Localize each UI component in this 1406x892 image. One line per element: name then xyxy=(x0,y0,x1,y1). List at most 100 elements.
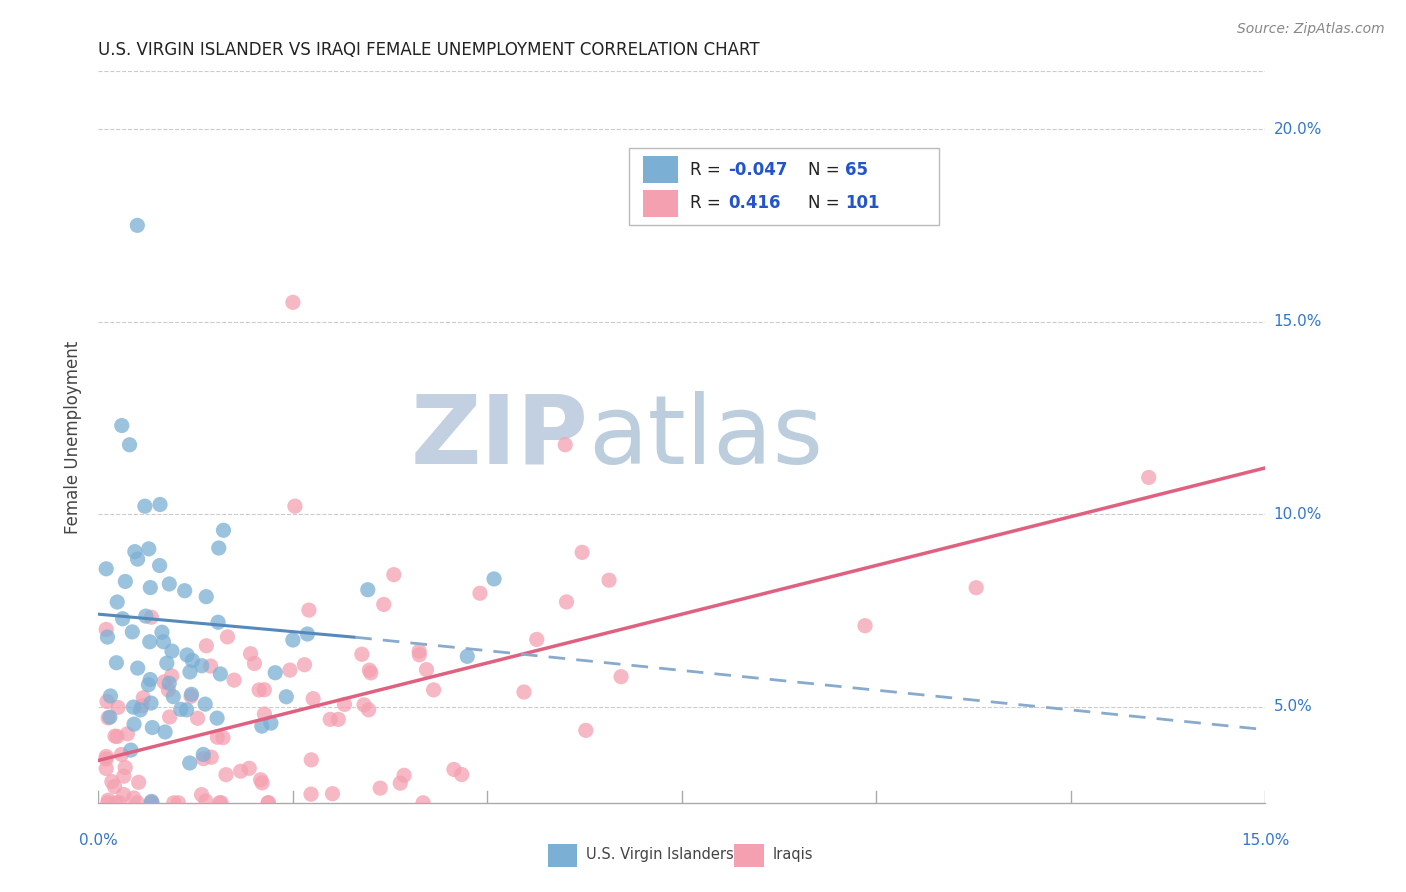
Point xyxy=(243,657,266,671)
Point xyxy=(328,712,350,726)
Text: U.S. VIRGIN ISLANDER VS IRAQI FEMALE UNEMPLOYMENT CORRELATION CHART: U.S. VIRGIN ISLANDER VS IRAQI FEMALE UNE… xyxy=(98,41,761,59)
Point xyxy=(112,769,135,783)
Point xyxy=(105,656,128,670)
Point xyxy=(180,687,202,701)
Point xyxy=(96,749,118,764)
Point xyxy=(180,690,202,704)
Point xyxy=(555,595,578,609)
Point xyxy=(97,711,120,725)
Point xyxy=(132,690,155,705)
Point xyxy=(319,712,342,726)
Text: 20.0%: 20.0% xyxy=(1274,121,1322,136)
Point xyxy=(205,711,228,725)
Point xyxy=(179,665,201,679)
Point xyxy=(382,567,405,582)
Text: N =: N = xyxy=(808,194,845,212)
Point xyxy=(139,673,162,687)
Point xyxy=(173,583,195,598)
Point xyxy=(193,752,215,766)
Point xyxy=(598,573,620,587)
Point xyxy=(260,716,283,731)
Point xyxy=(105,730,128,744)
Point xyxy=(181,653,204,667)
Point xyxy=(297,627,319,641)
Point xyxy=(117,727,139,741)
Point xyxy=(482,572,505,586)
Y-axis label: Female Unemployment: Female Unemployment xyxy=(65,341,83,533)
Point xyxy=(112,788,135,802)
Point xyxy=(1137,470,1160,484)
Point xyxy=(450,767,472,781)
Point xyxy=(200,659,222,673)
Point xyxy=(129,703,152,717)
Point xyxy=(105,595,128,609)
Point xyxy=(187,711,209,725)
Point xyxy=(149,498,172,512)
Point xyxy=(160,644,183,658)
Point xyxy=(468,586,491,600)
Point xyxy=(170,702,193,716)
Point xyxy=(422,682,444,697)
Point xyxy=(150,625,173,640)
Point xyxy=(114,760,136,774)
Text: 101: 101 xyxy=(845,194,880,212)
Point xyxy=(209,796,232,810)
Point xyxy=(127,552,149,566)
Point xyxy=(208,541,231,555)
Point xyxy=(114,574,136,589)
Point xyxy=(138,541,160,556)
Point xyxy=(250,776,273,790)
Point xyxy=(513,685,536,699)
Point xyxy=(98,710,121,724)
Point xyxy=(97,793,120,807)
Point xyxy=(415,663,437,677)
Point xyxy=(110,747,132,762)
Point xyxy=(257,796,280,810)
Point xyxy=(408,648,430,662)
Point xyxy=(141,796,163,810)
Point xyxy=(127,796,149,810)
Point xyxy=(104,796,127,810)
Point xyxy=(104,729,127,743)
Point xyxy=(96,630,118,644)
Text: -0.047: -0.047 xyxy=(728,161,789,178)
Point xyxy=(298,603,321,617)
Point xyxy=(111,418,134,433)
Point xyxy=(212,731,235,745)
Point xyxy=(257,796,280,810)
Point xyxy=(853,618,876,632)
FancyBboxPatch shape xyxy=(548,844,576,867)
Point xyxy=(238,761,260,775)
Text: N =: N = xyxy=(808,161,845,178)
Text: R =: R = xyxy=(690,194,725,212)
Point xyxy=(122,717,145,731)
Point xyxy=(207,615,229,630)
Point xyxy=(368,781,391,796)
Point xyxy=(250,719,273,733)
Point xyxy=(264,665,287,680)
Point xyxy=(209,667,232,681)
Point xyxy=(526,632,548,647)
Point xyxy=(149,558,172,573)
Point xyxy=(96,623,118,637)
Point xyxy=(131,698,153,713)
Point xyxy=(96,752,118,766)
Point xyxy=(278,663,301,677)
Text: 5.0%: 5.0% xyxy=(1274,699,1312,714)
Point xyxy=(122,700,145,714)
Point xyxy=(357,703,380,717)
Point xyxy=(294,657,316,672)
Point xyxy=(281,633,304,648)
Point xyxy=(247,683,270,698)
Point xyxy=(138,678,160,692)
Point xyxy=(357,582,380,597)
Point xyxy=(194,697,217,711)
Point xyxy=(965,581,987,595)
Point xyxy=(333,698,356,712)
Point xyxy=(353,698,375,712)
Point xyxy=(108,796,131,810)
Point xyxy=(208,796,231,810)
Text: 0.416: 0.416 xyxy=(728,194,782,212)
Point xyxy=(456,649,478,664)
Point xyxy=(135,609,157,624)
